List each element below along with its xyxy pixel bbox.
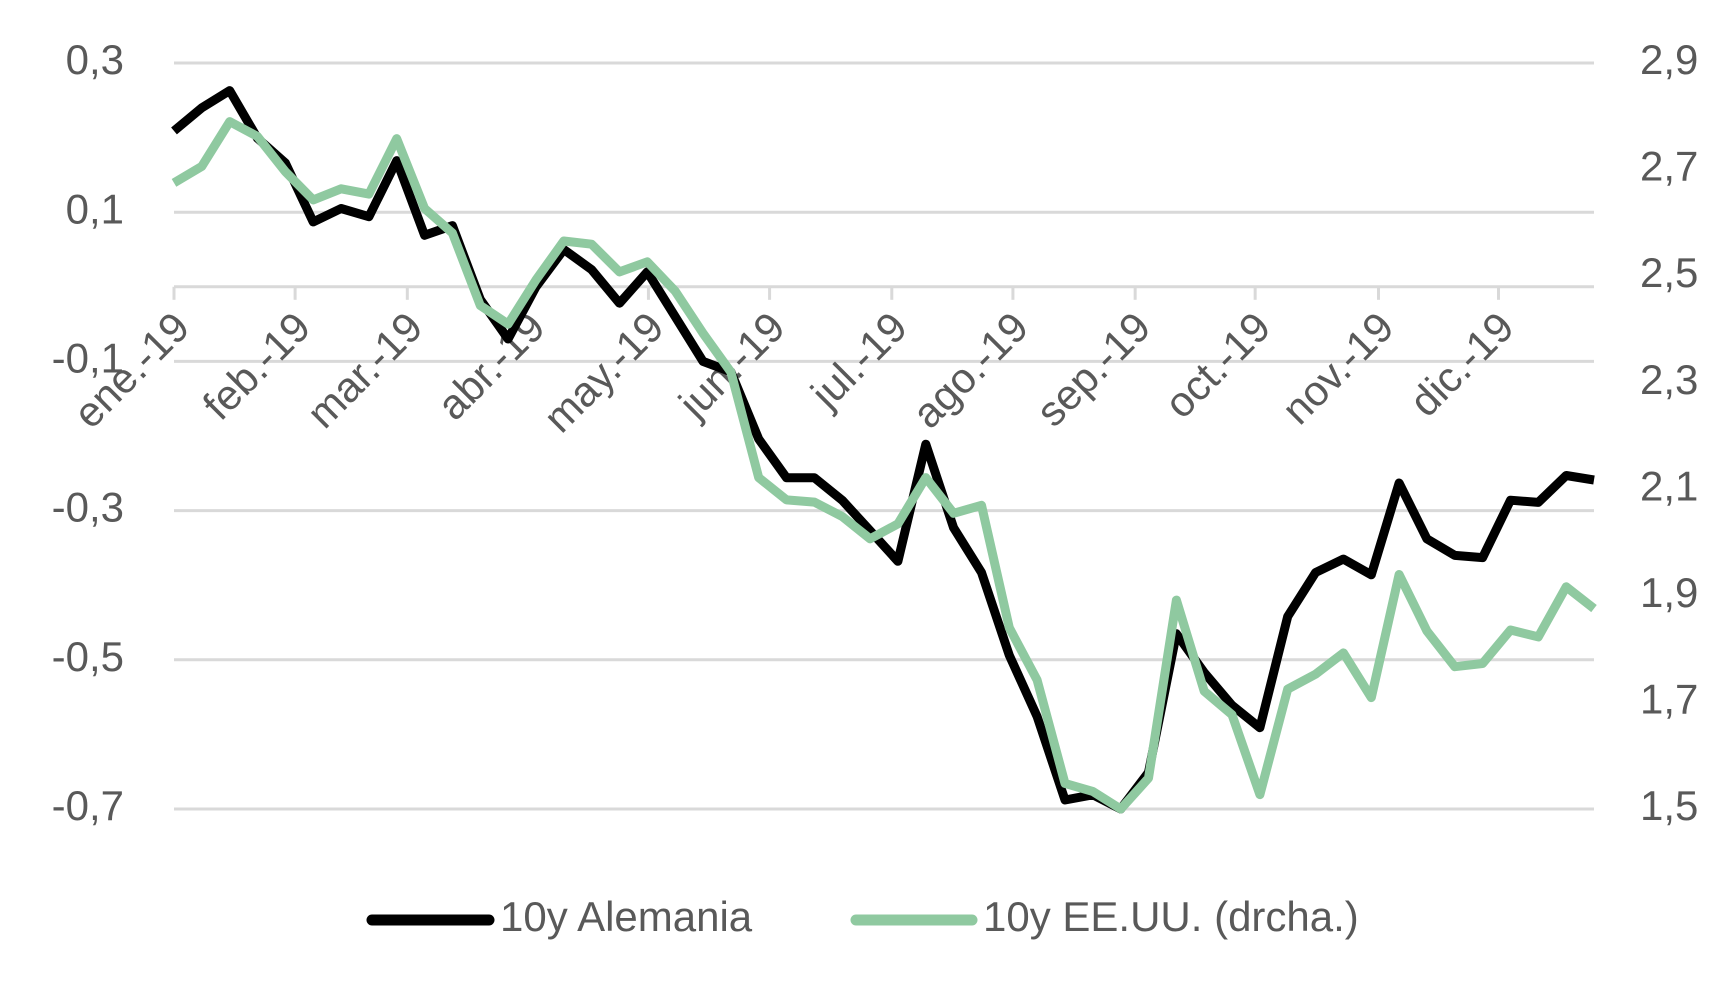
y2-tick-label: 2,1 xyxy=(1640,462,1698,509)
x-tick-label: oct.-19 xyxy=(1155,303,1279,427)
y2-tick-label: 1,5 xyxy=(1640,782,1698,829)
x-tick-label: mar.-19 xyxy=(298,303,432,437)
series-line xyxy=(171,86,1595,814)
y2-tick-label: 2,3 xyxy=(1640,356,1698,403)
x-tick-label: feb.-19 xyxy=(194,303,320,429)
x-tick-label: sep.-19 xyxy=(1027,303,1159,435)
x-tick-label: dic.-19 xyxy=(1400,303,1522,425)
x-tick-label: ago.-19 xyxy=(903,303,1037,437)
y-tick-label: -0,3 xyxy=(52,484,124,531)
y-tick-label: 0,3 xyxy=(66,36,124,83)
y-tick-label: -0,7 xyxy=(52,782,124,829)
legend-label: 10y EE.UU. (drcha.) xyxy=(983,893,1359,940)
series-line xyxy=(171,117,1597,814)
x-tick-label: may.-19 xyxy=(534,303,672,441)
x-tick-label: nov.-19 xyxy=(1273,303,1403,433)
y2-tick-label: 2,9 xyxy=(1640,36,1698,83)
y2-tick-label: 1,7 xyxy=(1640,676,1698,723)
y2-tick-label: 2,5 xyxy=(1640,249,1698,296)
y-tick-label: -0,5 xyxy=(52,633,124,680)
y-tick-label: 0,1 xyxy=(66,185,124,232)
y2-tick-label: 2,7 xyxy=(1640,143,1698,190)
legend-label: 10y Alemania xyxy=(500,893,753,940)
y-tick-label: -0,1 xyxy=(52,334,124,381)
y2-tick-label: 1,9 xyxy=(1640,569,1698,616)
